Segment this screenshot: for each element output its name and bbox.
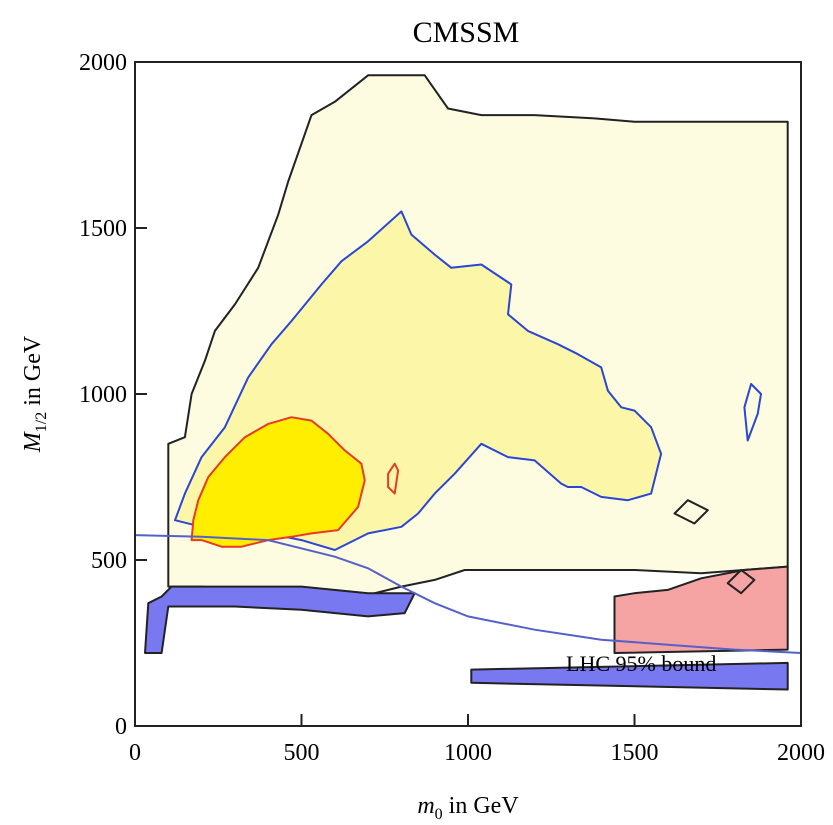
y-axis-ticks: 0 500 1000 1500 2000 [79,50,147,740]
region-pink [613,565,789,654]
x-tick-label: 0 [129,740,141,766]
x-axis-subscript: 0 [435,806,443,823]
y-tick-label: 2000 [79,50,127,76]
x-tick-label: 2000 [777,740,825,766]
x-tick-label: 500 [284,740,320,766]
region-blue-island [743,383,762,442]
y-tick-label: 1000 [79,382,127,408]
lhc-bound-annotation: LHC 95% bound [566,651,716,676]
y-tick-label: 500 [91,548,127,574]
x-axis-symbol: m [417,793,434,819]
chart-title: CMSSM [413,16,520,49]
x-tick-label: 1000 [444,740,492,766]
region-outer-island [673,499,709,525]
y-tick-label: 0 [115,714,127,740]
x-axis-unit: in GeV [443,793,520,819]
x-axis-label: m0 in GeV [417,793,519,823]
region-small-red [387,462,400,495]
contour-regions [144,74,789,691]
region-diamond [726,569,756,595]
region-inner [190,416,366,548]
region-blue-left [144,585,416,654]
x-tick-label: 1500 [611,740,659,766]
y-axis-unit: in GeV [20,335,46,412]
y-axis-symbol: M [20,430,46,453]
y-tick-label: 1500 [79,216,127,242]
lhc-bound-curve [134,534,802,654]
region-blue-bottom [470,661,789,691]
y-axis-label: M1/2 in GeV [20,335,50,453]
x-axis-ticks: 0 500 1000 1500 2000 [129,714,825,766]
y-axis-subscript: 1/2 [33,412,50,432]
